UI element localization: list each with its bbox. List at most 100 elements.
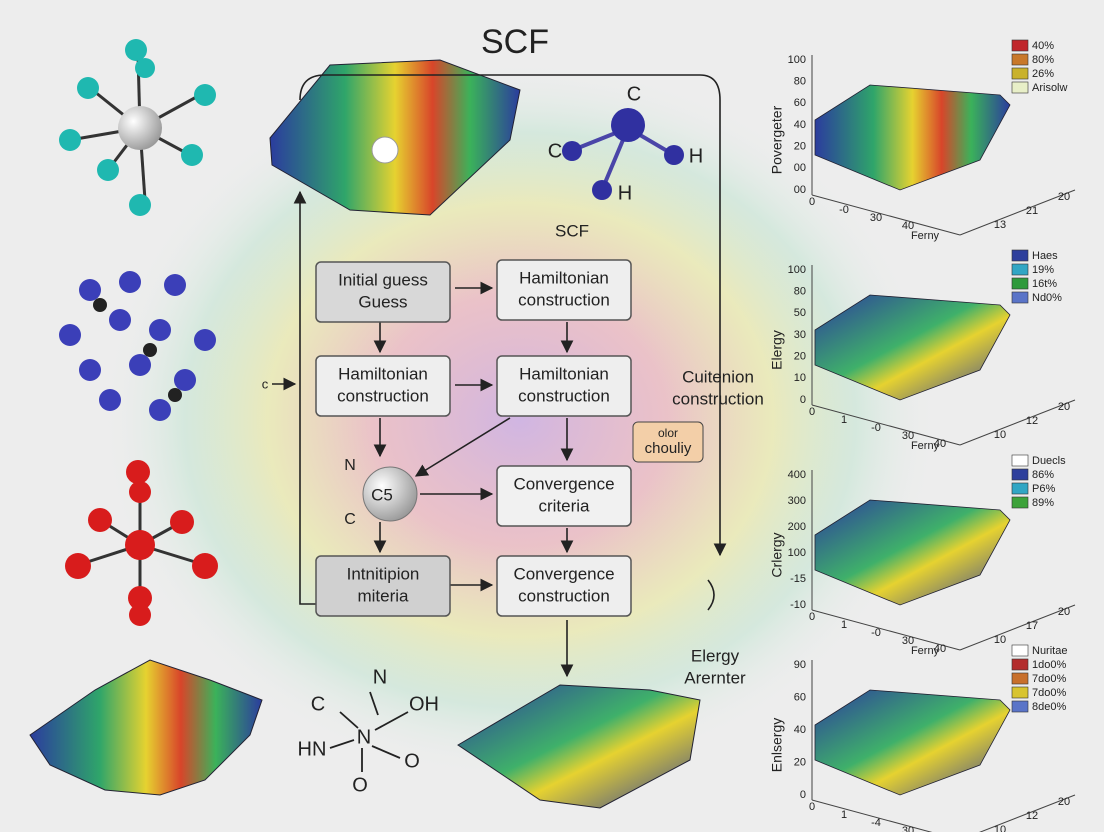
flow-box bbox=[496, 555, 632, 617]
panel-surface bbox=[814, 294, 1011, 401]
axis-line bbox=[811, 799, 933, 832]
z-tick-label: 20 bbox=[1058, 191, 1070, 203]
axis-line bbox=[959, 189, 1076, 236]
y-tick-label: 100 bbox=[788, 547, 806, 559]
x-tick-label: 40 bbox=[934, 643, 946, 655]
surface-bottom bbox=[457, 684, 701, 809]
z-tick-label: 12 bbox=[1026, 415, 1038, 427]
axis-line bbox=[811, 194, 961, 236]
atom-label: C bbox=[311, 693, 325, 715]
z-tick-label: 20 bbox=[1058, 401, 1070, 413]
surface-left bbox=[29, 659, 263, 796]
legend-label: 89% bbox=[1032, 497, 1054, 509]
x-tick-label: 40 bbox=[902, 220, 914, 232]
flow-box-text: Hamiltonian bbox=[519, 268, 609, 287]
atom-label: O bbox=[352, 774, 368, 796]
loop-line bbox=[299, 74, 727, 557]
axis-line bbox=[959, 604, 1076, 651]
legend-label: Haes bbox=[1032, 250, 1058, 262]
atom-label: H bbox=[618, 182, 632, 204]
bottom-atoms: C N N OH HN O O bbox=[298, 666, 439, 796]
legend-swatch bbox=[1011, 658, 1029, 671]
y-tick-label: 20 bbox=[794, 756, 806, 768]
title: SCF bbox=[481, 23, 549, 61]
molecule-top bbox=[562, 108, 684, 200]
legend-swatch bbox=[1011, 686, 1029, 699]
x-tick-label: 0 bbox=[809, 801, 815, 813]
atom-label: C bbox=[548, 140, 562, 162]
x-label: Ferny bbox=[911, 440, 940, 452]
flow-box-text: Initial guess bbox=[338, 270, 428, 289]
flow-box bbox=[315, 355, 451, 417]
legend-swatch bbox=[1011, 468, 1029, 481]
y-tick-label: 10 bbox=[794, 372, 806, 384]
y-tick-label: 100 bbox=[788, 54, 806, 66]
x-tick-label: -0 bbox=[871, 422, 881, 434]
legend-label: 86% bbox=[1032, 469, 1054, 481]
legend-swatch bbox=[1011, 644, 1029, 657]
note: construction bbox=[672, 389, 764, 408]
flow-box bbox=[315, 261, 451, 323]
molecule-red bbox=[65, 460, 218, 626]
y-tick-label: 90 bbox=[794, 659, 806, 671]
panel-ylabel: Enlsergy bbox=[769, 718, 785, 772]
atom-label: N bbox=[357, 726, 371, 748]
x-tick-label: 30 bbox=[902, 825, 914, 832]
panel-surface bbox=[814, 84, 1011, 191]
note: Arernter bbox=[684, 668, 746, 687]
molecule-blue bbox=[59, 271, 216, 421]
legend-swatch bbox=[1011, 39, 1029, 52]
z-tick-label: 10 bbox=[994, 634, 1006, 646]
legend-swatch bbox=[1011, 700, 1029, 713]
flow-box-text: miteria bbox=[357, 586, 409, 605]
legend-label: 19% bbox=[1032, 264, 1054, 276]
flow-box-text: Intnitipion bbox=[347, 564, 420, 583]
axis-line bbox=[979, 794, 1076, 832]
small-box-text: olor bbox=[658, 426, 678, 440]
atom-label: O bbox=[404, 750, 420, 772]
x-tick-label: 40 bbox=[934, 438, 946, 450]
atom-label: N bbox=[344, 457, 356, 474]
x-label: Ferny bbox=[911, 645, 940, 657]
y-tick-label: 00 bbox=[794, 184, 806, 196]
legend-swatch bbox=[1011, 277, 1029, 290]
note: Cuitenion bbox=[682, 367, 754, 386]
flow-box-text: Guess bbox=[358, 292, 407, 311]
atom-label: H bbox=[689, 145, 703, 167]
atom-label: HN bbox=[298, 738, 327, 760]
x-tick-label: 30 bbox=[902, 430, 914, 442]
legend-label: P6% bbox=[1032, 483, 1055, 495]
side-label: c bbox=[262, 376, 269, 391]
z-tick-label: 20 bbox=[1058, 606, 1070, 618]
y-tick-label: 30 bbox=[794, 329, 806, 341]
flow-box bbox=[496, 259, 632, 321]
y-tick-label: 40 bbox=[794, 119, 806, 131]
z-tick-label: 21 bbox=[1026, 205, 1038, 217]
flow-box-text: construction bbox=[518, 290, 610, 309]
legend-swatch bbox=[1011, 53, 1029, 66]
x-tick-label: 0 bbox=[809, 196, 815, 208]
legend-swatch bbox=[1011, 454, 1029, 467]
x-tick-label: 1 bbox=[841, 809, 847, 821]
atom-label: N bbox=[373, 666, 387, 688]
background-glow bbox=[100, 60, 940, 780]
y-tick-label: 200 bbox=[788, 521, 806, 533]
small-box-text: chouliy bbox=[645, 440, 692, 457]
x-tick-label: 1 bbox=[841, 414, 847, 426]
loop-line bbox=[293, 190, 316, 605]
axis-line bbox=[811, 609, 961, 651]
x-tick-label: 30 bbox=[870, 212, 882, 224]
molecule-bottom bbox=[329, 691, 409, 772]
note: Elergy bbox=[691, 646, 740, 665]
legend-swatch bbox=[1011, 291, 1029, 304]
legend-label: 40% bbox=[1032, 40, 1054, 52]
y-tick-label: 00 bbox=[794, 162, 806, 174]
sphere-label: C5 bbox=[371, 485, 393, 504]
legend-label: 80% bbox=[1032, 54, 1054, 66]
y-tick-label: -10 bbox=[790, 599, 806, 611]
molecule-cyan bbox=[59, 39, 216, 216]
x-tick-label: -0 bbox=[871, 627, 881, 639]
x-tick-label: 30 bbox=[902, 635, 914, 647]
atom-label: C bbox=[627, 83, 641, 105]
